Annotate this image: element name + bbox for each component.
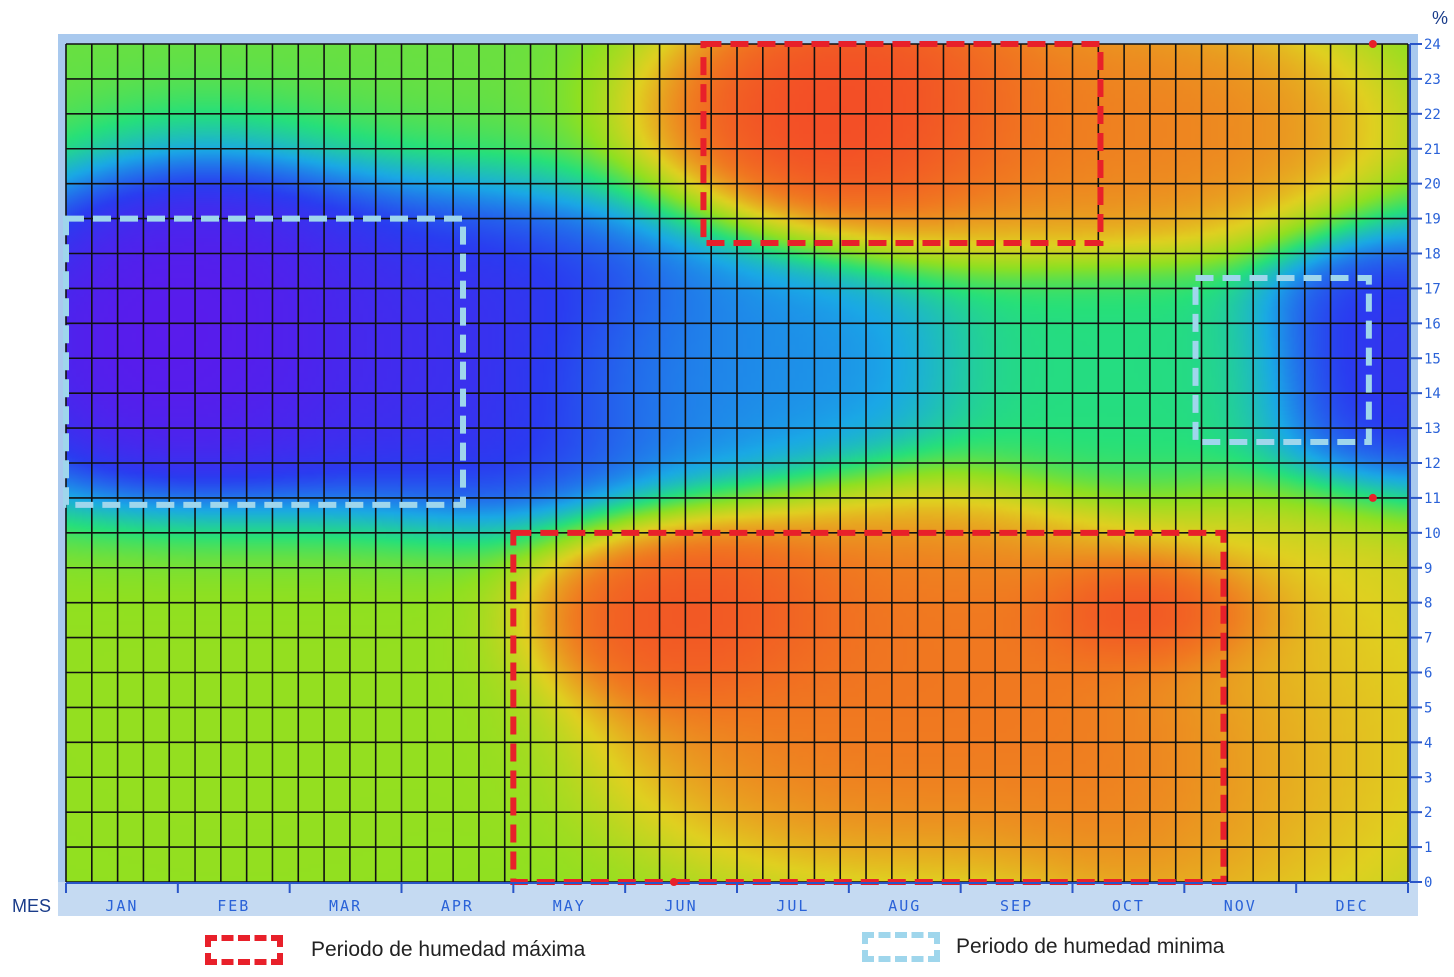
y-tick-label: 22 <box>1424 107 1441 123</box>
x-tick-label: FEB <box>217 897 250 915</box>
x-axis: JAN FEB MAR APR MAY JUN JUL AUG SEP OCT NOV DEC <box>65 882 1409 915</box>
y-tick-label: 8 <box>1424 596 1432 612</box>
y-tick-label: 7 <box>1424 631 1432 647</box>
y-tick-label: 19 <box>1424 212 1441 228</box>
y-tick-label: 0 <box>1424 875 1432 891</box>
legend-label-max: Periodo de humedad máxima <box>311 938 586 961</box>
y-tick-label: 4 <box>1424 735 1432 751</box>
y-axis-label: % <box>1432 8 1448 28</box>
axis-marker-dot <box>1368 493 1377 502</box>
axis-markers <box>669 40 1377 886</box>
axis-marker-dot <box>669 878 678 886</box>
x-tick-label: JAN <box>105 897 138 915</box>
grid-lines <box>65 43 1409 883</box>
y-tick-label: 9 <box>1424 561 1432 577</box>
legend-item-max: Periodo de humedad máxima <box>205 935 585 965</box>
y-tick-label: 6 <box>1424 666 1432 682</box>
legend-swatch-max <box>205 935 283 965</box>
y-tick-label: 10 <box>1424 526 1441 542</box>
x-tick-label: JUL <box>776 897 809 915</box>
legend-label-min: Periodo de humedad minima <box>956 935 1225 958</box>
min-humidity-region <box>1192 274 1372 446</box>
y-tick-label: 18 <box>1424 247 1441 263</box>
y-tick-label: 13 <box>1424 421 1441 437</box>
y-tick-label: 21 <box>1424 142 1441 158</box>
legend-swatch-min <box>862 932 940 962</box>
axis-marker-dot <box>1368 40 1377 48</box>
y-tick-label: 23 <box>1424 72 1441 88</box>
x-axis-label: MES <box>12 896 51 916</box>
x-tick-label: JUN <box>665 897 698 915</box>
x-tick-label: DEC <box>1336 897 1369 915</box>
x-tick-label: NOV <box>1224 897 1257 915</box>
y-tick-label: 5 <box>1424 700 1432 716</box>
y-tick-label: 20 <box>1424 177 1441 193</box>
x-tick-label: APR <box>441 897 474 915</box>
min-humidity-region <box>63 215 467 508</box>
y-tick-label: 14 <box>1424 386 1441 402</box>
x-tick-label: OCT <box>1112 897 1145 915</box>
y-tick-label: 12 <box>1424 456 1441 472</box>
y-tick-label: 2 <box>1424 805 1432 821</box>
legend-item-min: Periodo de humedad minima <box>862 932 1225 962</box>
max-humidity-region <box>700 41 1104 247</box>
y-tick-label: 24 <box>1424 37 1441 53</box>
y-tick-label: 16 <box>1424 316 1441 332</box>
y-tick-label: 11 <box>1424 491 1441 507</box>
y-tick-label: 17 <box>1424 281 1441 297</box>
y-tick-label: 1 <box>1424 840 1432 856</box>
x-tick-label: MAR <box>329 897 362 915</box>
y-tick-label: 3 <box>1424 770 1432 786</box>
y-tick-label: 15 <box>1424 351 1441 367</box>
x-tick-label: MAY <box>553 897 586 915</box>
x-tick-label: SEP <box>1000 897 1033 915</box>
x-tick-label: AUG <box>888 897 921 915</box>
